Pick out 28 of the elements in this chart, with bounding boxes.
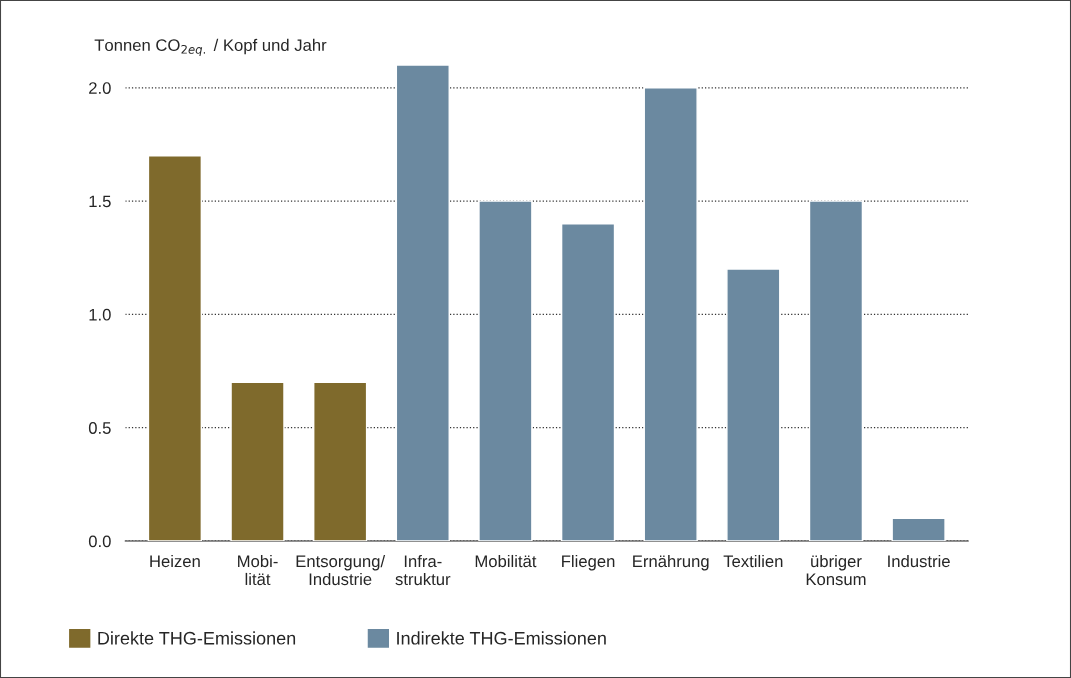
y-tick-label: 0.5 xyxy=(88,422,111,434)
y-tick-label: 1.5 xyxy=(89,195,111,208)
bar xyxy=(891,517,946,542)
bar xyxy=(395,65,450,542)
y-tick-label: 1.0 xyxy=(89,308,111,321)
bar xyxy=(643,87,698,542)
y-tick-label: 0.0 xyxy=(88,535,111,548)
bar xyxy=(726,268,781,542)
x-tick-label: Mobilität xyxy=(475,554,537,568)
bar xyxy=(560,223,616,542)
bar xyxy=(808,200,864,542)
bar xyxy=(313,381,368,542)
x-tick-label: Ernährung xyxy=(633,554,709,571)
legend-label: Direkte THG-Emissionen xyxy=(98,631,296,645)
legend-label: Indirekte THG-Emissionen xyxy=(397,631,606,645)
bar xyxy=(147,155,203,542)
x-tick-label: Industrie xyxy=(888,554,950,568)
x-tick-label: Textilien xyxy=(723,554,783,568)
bar xyxy=(230,381,285,542)
x-tick-label: übriger Konsum xyxy=(806,554,866,586)
x-tick-label: Fliegen xyxy=(562,554,615,571)
y-axis-title: Tonnen CO$_{2eq.}$ / Kopf und Jahr xyxy=(94,38,327,57)
bar xyxy=(478,200,533,542)
x-tick-label: Heizen xyxy=(150,554,200,568)
y-tick-label: 2.0 xyxy=(89,82,111,94)
x-tick-label: Entsorgung/ Industrie xyxy=(296,554,386,586)
x-tick-label: Mobi- lität xyxy=(238,554,278,586)
x-tick-label: Infra- struktur xyxy=(395,554,451,586)
